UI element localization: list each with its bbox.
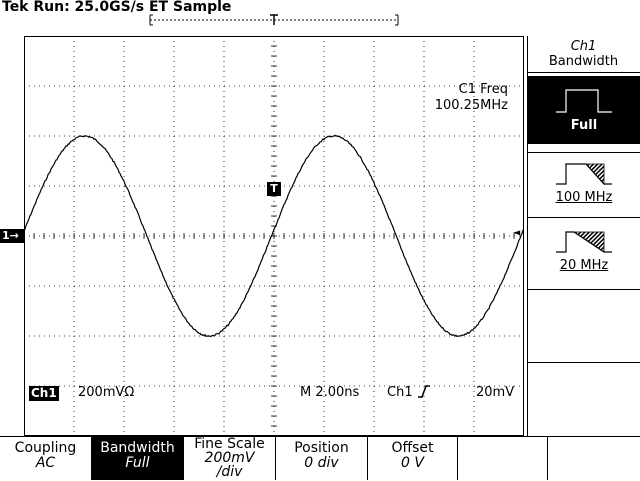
trigger-readout: Ch1 bbox=[387, 385, 431, 400]
channel-ground-marker[interactable]: 1→ bbox=[0, 229, 24, 243]
side-menu-title-name: Bandwidth bbox=[548, 54, 619, 69]
side-menu-title-channel: Ch1 bbox=[570, 39, 597, 54]
bandwidth-value: Full bbox=[125, 455, 150, 471]
graticule bbox=[24, 36, 524, 436]
bandwidth-full-button[interactable]: Full bbox=[528, 76, 640, 144]
20mhz-filter-icon bbox=[556, 231, 612, 253]
measurement-label: C1 Freq bbox=[458, 82, 508, 97]
position-button[interactable]: Position 0 div bbox=[276, 437, 368, 480]
ch1-waveform-trace bbox=[24, 134, 524, 338]
full-bandwidth-icon bbox=[556, 89, 612, 113]
trigger-source: Ch1 bbox=[387, 385, 413, 400]
side-menu bbox=[527, 36, 640, 436]
channel-badge: Ch1 bbox=[29, 386, 59, 401]
measurement-value: 100.25MHz bbox=[434, 98, 508, 113]
trigger-level-arrow-icon[interactable]: ◄ bbox=[513, 225, 521, 239]
offset-button[interactable]: Offset 0 V bbox=[368, 437, 458, 480]
offset-value: 0 V bbox=[401, 455, 424, 471]
100mhz-filter-icon bbox=[556, 163, 612, 186]
bottom-menu-slot-empty[interactable] bbox=[458, 437, 548, 480]
fine-scale-button[interactable]: Fine Scale 200mV /div bbox=[184, 437, 276, 480]
waveform-display[interactable] bbox=[24, 36, 524, 436]
status-title: Tek Run: 25.0GS/s ET Sample bbox=[2, 0, 232, 15]
fine-scale-unit: /div bbox=[216, 464, 243, 480]
timebase-readout: M 2.00ns bbox=[300, 385, 360, 400]
bandwidth-100mhz-button[interactable]: 100 MHz bbox=[528, 152, 640, 218]
bandwidth-100mhz-label: 100 MHz bbox=[555, 190, 613, 205]
record-view-bar bbox=[149, 14, 399, 26]
bottom-menu-slot-empty[interactable] bbox=[548, 437, 640, 480]
bandwidth-20mhz-button[interactable]: 20 MHz bbox=[528, 220, 640, 290]
side-menu-slot-empty[interactable] bbox=[528, 290, 640, 363]
bandwidth-button[interactable]: Bandwidth Full bbox=[92, 437, 184, 480]
coupling-label: Coupling bbox=[14, 440, 77, 456]
side-menu-slot-empty[interactable] bbox=[528, 362, 640, 436]
coupling-value: AC bbox=[35, 455, 56, 471]
offset-label: Offset bbox=[391, 440, 434, 456]
bandwidth-label: Bandwidth bbox=[100, 440, 175, 456]
coupling-button[interactable]: Coupling AC bbox=[0, 437, 92, 480]
fine-scale-label: Fine Scale bbox=[194, 436, 265, 452]
bandwidth-full-label: Full bbox=[570, 118, 598, 133]
bottom-menu bbox=[0, 436, 640, 481]
position-label: Position bbox=[294, 440, 349, 456]
side-menu-title: Ch1 Bandwidth bbox=[527, 37, 640, 73]
trigger-level-readout: 20mV bbox=[476, 385, 515, 400]
side-menu-divider bbox=[528, 144, 640, 153]
trigger-position-marker[interactable]: T bbox=[267, 182, 281, 196]
channel-scale-readout: 200mVΩ bbox=[78, 385, 135, 400]
fine-scale-value: 200mV bbox=[204, 450, 255, 466]
position-value: 0 div bbox=[304, 455, 339, 471]
rising-edge-icon bbox=[417, 385, 430, 398]
bandwidth-20mhz-label: 20 MHz bbox=[559, 258, 609, 273]
